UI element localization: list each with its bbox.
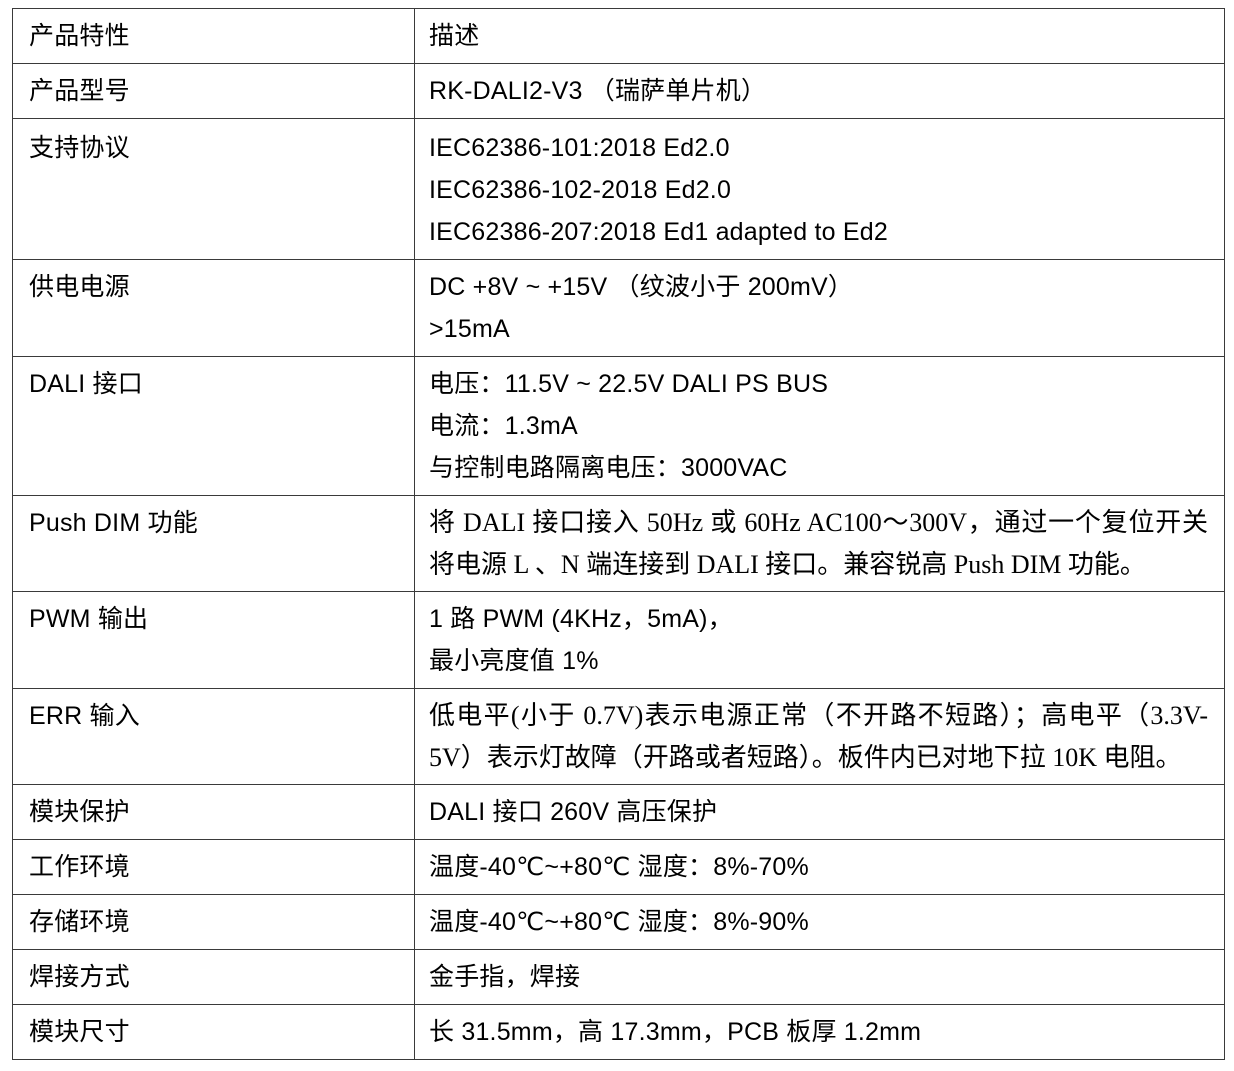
- table-row: 存储环境 温度-40℃~+80℃ 湿度：8%-90%: [12, 894, 1225, 951]
- feature-cell-operating-environment: 工作环境: [12, 839, 415, 896]
- product-specification-table: 产品特性 描述 产品型号 RK-DALI2-V3 （瑞萨单片机） 支持协议: [12, 8, 1225, 1061]
- description-cell-push-dim: 将 DALI 接口接入 50Hz 或 60Hz AC100～300V，通过一个复…: [414, 494, 1225, 593]
- feature-label: 焊接方式: [29, 963, 130, 992]
- feature-cell-module-dimensions: 模块尺寸: [12, 1004, 415, 1061]
- description-cell-power-supply: DC +8V ~ +15V （纹波小于 200mV） >15mA: [414, 259, 1225, 357]
- description-text: 电压：11.5V ~ 22.5V DALI PS BUS 电流：1.3mA 与控…: [429, 370, 829, 482]
- feature-cell-dali-interface: DALI 接口: [12, 356, 415, 496]
- description-text: 低电平(小于 0.7V)表示电源正常（不开路不短路）；高电平（3.3V-5V）表…: [429, 701, 1208, 772]
- table-row: PWM 输出 1 路 PWM (4KHz，5mA)， 最小亮度值 1%: [12, 591, 1225, 690]
- table-row: 产品型号 RK-DALI2-V3 （瑞萨单片机）: [12, 63, 1225, 119]
- description-cell-storage-environment: 温度-40℃~+80℃ 湿度：8%-90%: [414, 894, 1225, 951]
- table-row: DALI 接口 电压：11.5V ~ 22.5V DALI PS BUS 电流：…: [12, 356, 1225, 496]
- feature-label: 产品型号: [29, 77, 130, 105]
- header-description-label: 描述: [429, 22, 480, 50]
- feature-cell-soldering-method: 焊接方式: [12, 949, 415, 1006]
- feature-label: 模块尺寸: [29, 1018, 130, 1047]
- description-text: 1 路 PWM (4KHz，5mA)， 最小亮度值 1%: [429, 605, 733, 676]
- feature-label: PWM 输出: [29, 605, 149, 634]
- description-cell-operating-environment: 温度-40℃~+80℃ 湿度：8%-70%: [414, 839, 1225, 896]
- feature-label: DALI 接口: [29, 370, 143, 398]
- table-row: 工作环境 温度-40℃~+80℃ 湿度：8%-70%: [12, 839, 1225, 896]
- feature-cell-power-supply: 供电电源: [12, 259, 415, 357]
- table-header-cell-description: 描述: [414, 8, 1225, 64]
- table-row: 供电电源 DC +8V ~ +15V （纹波小于 200mV） >15mA: [12, 259, 1225, 357]
- description-cell-module-dimensions: 长 31.5mm，高 17.3mm，PCB 板厚 1.2mm: [414, 1004, 1225, 1061]
- feature-label: 模块保护: [29, 798, 130, 827]
- table-header-cell-feature: 产品特性: [12, 8, 415, 64]
- feature-cell-storage-environment: 存储环境: [12, 894, 415, 951]
- description-text: 长 31.5mm，高 17.3mm，PCB 板厚 1.2mm: [429, 1018, 922, 1047]
- description-cell-dali-interface: 电压：11.5V ~ 22.5V DALI PS BUS 电流：1.3mA 与控…: [414, 356, 1225, 496]
- table-row: 焊接方式 金手指，焊接: [12, 949, 1225, 1006]
- feature-label: 供电电源: [29, 273, 130, 301]
- description-text: 温度-40℃~+80℃ 湿度：8%-70%: [429, 853, 809, 882]
- description-cell-module-protection: DALI 接口 260V 高压保护: [414, 784, 1225, 841]
- header-feature-label: 产品特性: [29, 22, 130, 50]
- table-row: 模块尺寸 长 31.5mm，高 17.3mm，PCB 板厚 1.2mm: [12, 1004, 1225, 1061]
- feature-cell-err-input: ERR 输入: [12, 688, 415, 786]
- description-cell-supported-protocols: IEC62386-101:2018 Ed2.0 IEC62386-102-201…: [414, 118, 1225, 260]
- description-cell-product-model: RK-DALI2-V3 （瑞萨单片机）: [414, 63, 1225, 119]
- description-text: 金手指，焊接: [429, 963, 581, 992]
- table-row: Push DIM 功能 将 DALI 接口接入 50Hz 或 60Hz AC10…: [12, 494, 1225, 593]
- description-text: DC +8V ~ +15V （纹波小于 200mV） >15mA: [429, 273, 854, 343]
- feature-cell-supported-protocols: 支持协议: [12, 118, 415, 260]
- description-cell-soldering-method: 金手指，焊接: [414, 949, 1225, 1006]
- description-cell-err-input: 低电平(小于 0.7V)表示电源正常（不开路不短路）；高电平（3.3V-5V）表…: [414, 688, 1225, 786]
- feature-cell-push-dim: Push DIM 功能: [12, 494, 415, 593]
- feature-label: Push DIM 功能: [29, 509, 198, 537]
- feature-cell-module-protection: 模块保护: [12, 784, 415, 841]
- table-header-row: 产品特性 描述: [12, 8, 1225, 64]
- description-text: 将 DALI 接口接入 50Hz 或 60Hz AC100～300V，通过一个复…: [429, 508, 1208, 579]
- description-text: IEC62386-101:2018 Ed2.0 IEC62386-102-201…: [429, 134, 888, 246]
- description-text: 温度-40℃~+80℃ 湿度：8%-90%: [429, 908, 809, 937]
- description-text: DALI 接口 260V 高压保护: [429, 798, 718, 827]
- table-row: ERR 输入 低电平(小于 0.7V)表示电源正常（不开路不短路）；高电平（3.…: [12, 688, 1225, 786]
- table-row: 支持协议 IEC62386-101:2018 Ed2.0 IEC62386-10…: [12, 118, 1225, 260]
- feature-label: 存储环境: [29, 908, 130, 937]
- feature-cell-pwm-output: PWM 输出: [12, 591, 415, 690]
- table-row: 模块保护 DALI 接口 260V 高压保护: [12, 784, 1225, 841]
- description-cell-pwm-output: 1 路 PWM (4KHz，5mA)， 最小亮度值 1%: [414, 591, 1225, 690]
- feature-label: 支持协议: [29, 134, 130, 162]
- description-text: RK-DALI2-V3 （瑞萨单片机）: [429, 77, 767, 105]
- feature-label: 工作环境: [29, 853, 130, 882]
- feature-label: ERR 输入: [29, 702, 140, 731]
- feature-cell-product-model: 产品型号: [12, 63, 415, 119]
